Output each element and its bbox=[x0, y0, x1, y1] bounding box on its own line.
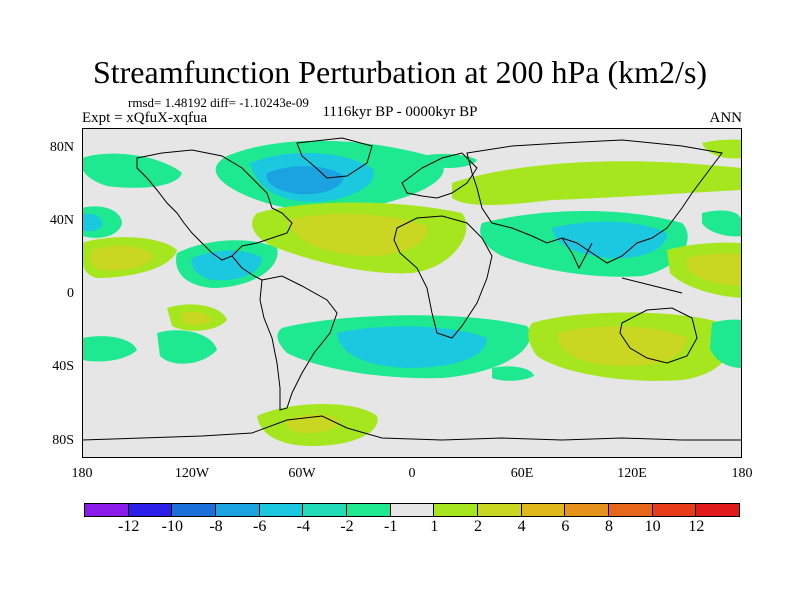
colorbar-label: 12 bbox=[688, 518, 705, 535]
colorbar-swatch bbox=[346, 503, 391, 517]
contour-fields bbox=[82, 139, 742, 446]
lon-label-180w: 180 bbox=[71, 466, 93, 481]
lat-label-80s: 80S bbox=[52, 433, 74, 448]
colorbar-label: -6 bbox=[252, 518, 267, 535]
lat-label-40s: 40S bbox=[52, 359, 74, 374]
coast-indonesia bbox=[621, 277, 683, 294]
colorbar-swatch bbox=[520, 503, 566, 517]
chart-title: Streamfunction Perturbation at 200 hPa (… bbox=[92, 54, 708, 90]
colorbar-label: 6 bbox=[561, 518, 570, 535]
colorbar-label: -2 bbox=[340, 518, 354, 535]
coast-australia bbox=[619, 307, 698, 364]
contour-spac-neg2 bbox=[157, 330, 217, 364]
colorbar-label: -1 bbox=[383, 518, 398, 535]
map-frame bbox=[82, 128, 742, 458]
colorbar-swatch bbox=[651, 503, 697, 517]
colorbar-label: -10 bbox=[161, 518, 183, 535]
contour-ne-pacific bbox=[82, 153, 182, 188]
colorbar-label: -4 bbox=[296, 518, 310, 535]
coast-antarctica bbox=[82, 415, 742, 441]
colorbar-swatch bbox=[302, 503, 348, 517]
lon-label-120e: 120E bbox=[617, 466, 647, 481]
contour-eurasia-pos bbox=[452, 161, 742, 205]
contour-wpac-pos-core bbox=[687, 253, 742, 286]
colorbar-swatch bbox=[258, 503, 304, 517]
contour-antarctic-core bbox=[286, 414, 340, 434]
contour-io-neg-small bbox=[492, 366, 534, 381]
colorbar-swatch bbox=[127, 503, 173, 517]
lat-label-40n: 40N bbox=[49, 213, 74, 228]
contour-atlantic-pos-core bbox=[287, 214, 428, 256]
colorbar-label: 4 bbox=[517, 518, 526, 535]
coast-central-america bbox=[231, 255, 263, 281]
colorbar-swatch bbox=[389, 503, 435, 517]
coast-europe bbox=[401, 152, 478, 199]
colorbar-label: -8 bbox=[209, 518, 223, 535]
coast-north-america bbox=[136, 149, 293, 261]
lon-label-60e: 60E bbox=[510, 466, 534, 481]
colorbar-swatch bbox=[433, 503, 479, 517]
map-panel bbox=[76, 128, 742, 458]
contour-spac-pos-core bbox=[182, 311, 212, 325]
coast-south-america bbox=[259, 275, 338, 411]
contour-eurasia-pos2 bbox=[702, 139, 742, 159]
coast-asia bbox=[466, 139, 723, 264]
colorbar-swatch bbox=[477, 503, 522, 517]
experiment-label: Expt = xQfuX-xqfua bbox=[82, 110, 208, 126]
colorbar-swatch bbox=[608, 503, 653, 517]
contour-tropical-ep-core bbox=[191, 250, 262, 281]
colorbar-label: -12 bbox=[117, 518, 140, 535]
contour-subtrop-pacific-core bbox=[90, 245, 154, 271]
contour-greenland-core2 bbox=[266, 166, 344, 195]
colorbar-swatch bbox=[171, 503, 217, 517]
coast-india bbox=[561, 237, 593, 270]
colorbar bbox=[84, 503, 741, 517]
contour-central-pacific-core bbox=[82, 213, 103, 232]
contour-dateline-south bbox=[710, 319, 742, 368]
colorbar-label: 2 bbox=[474, 518, 482, 535]
contour-dateline-east-neg bbox=[702, 210, 742, 237]
map-svg bbox=[76, 128, 742, 458]
lat-label-80n: 80N bbox=[49, 140, 74, 155]
colorbar-label: 1 bbox=[430, 518, 439, 535]
coast-africa bbox=[393, 215, 493, 339]
lon-label-0: 0 bbox=[408, 466, 416, 481]
contour-mideast-small bbox=[422, 153, 477, 168]
contour-io-pos-core bbox=[557, 326, 687, 367]
lon-label-120w: 120W bbox=[174, 466, 210, 481]
contour-spac-neg bbox=[82, 336, 137, 362]
period-label: 1116kyr BP - 0000kyr BP bbox=[322, 104, 478, 120]
lon-label-180e: 180 bbox=[731, 466, 753, 481]
season-label: ANN bbox=[709, 110, 743, 126]
coast-greenland bbox=[296, 137, 373, 179]
colorbar-swatch bbox=[215, 503, 260, 517]
lat-label-0: 0 bbox=[67, 286, 74, 301]
contour-asia-neg-core bbox=[552, 221, 667, 259]
lon-label-60w: 60W bbox=[288, 466, 316, 481]
colorbar-label: 8 bbox=[605, 518, 613, 535]
colorbar-swatch bbox=[695, 503, 741, 517]
rmsd-diff-stats: rmsd= 1.48192 diff= -1.10243e-09 bbox=[128, 95, 309, 110]
colorbar-label: 10 bbox=[644, 518, 661, 535]
colorbar-swatch bbox=[564, 503, 610, 517]
coastlines bbox=[82, 137, 742, 441]
colorbar-swatch bbox=[84, 503, 129, 517]
